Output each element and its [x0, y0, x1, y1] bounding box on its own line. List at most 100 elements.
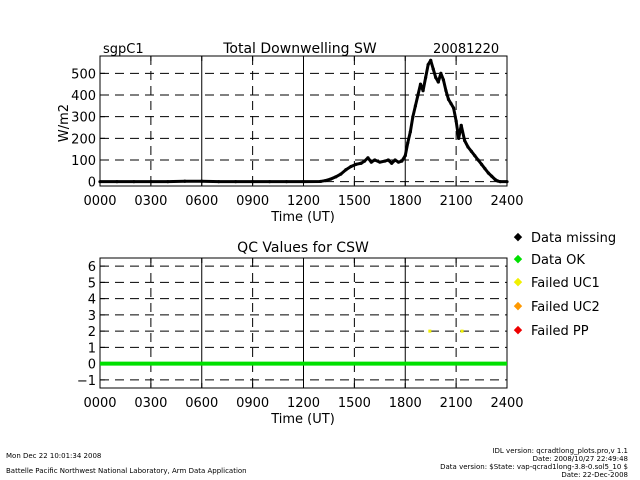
- sw-data-point: [431, 67, 435, 71]
- bottom-y-tick-label: 3: [88, 309, 96, 324]
- sw-data-point: [466, 145, 470, 149]
- bottom-x-tick-label: 1800: [389, 396, 422, 411]
- top-y-axis-label: W/m2: [57, 104, 72, 142]
- sw-data-point: [413, 104, 418, 108]
- sw-data-point: [267, 180, 272, 184]
- bottom-x-tick-label: 1200: [287, 396, 320, 411]
- legend-marker-data-missing: ◆: [514, 230, 523, 243]
- bottom-chart-panel: 0000 0300 0600 0900 1200 1500 1800 2100 2400 −10 1…: [77, 257, 524, 411]
- sw-data-point: [378, 160, 382, 164]
- legend-marker-failed-uc2: ◆: [514, 299, 523, 312]
- sw-data-point: [476, 158, 480, 162]
- sw-data-point: [406, 141, 410, 145]
- sw-data-point: [444, 89, 448, 93]
- sw-data-point: [132, 180, 136, 184]
- sw-data-point: [439, 71, 443, 75]
- top-x-axis-label: Time (UT): [270, 210, 335, 225]
- top-y-tick-label: 500: [71, 67, 96, 82]
- legend: ◆ Data missing ◆ Data OK ◆ Failed UC1 ◆ …: [514, 230, 616, 339]
- sw-data-point: [490, 174, 494, 178]
- bottom-y-tick-label: 1: [88, 341, 96, 356]
- sw-data-point: [234, 180, 238, 184]
- legend-marker-failed-pp: ◆: [514, 323, 523, 336]
- sw-data-point: [393, 158, 397, 162]
- top-chart-panel: 0000 0300 0600 0900 1200 1500 1800 2100 2400 0 100…: [71, 55, 524, 209]
- legend-item-failed-uc1: ◆ Failed UC1: [514, 275, 600, 291]
- data-version-text: Data version: $State: vap-qcrad1long-3.8…: [440, 463, 628, 471]
- top-x-tick-label: 0000: [83, 194, 116, 209]
- top-y-tick-label: 200: [71, 132, 96, 147]
- idl-version-text: IDL version: qcradtlong_plots.pro,v 1.1: [492, 447, 628, 455]
- sw-data-point: [449, 102, 453, 106]
- legend-label-data-ok: Data OK: [531, 253, 585, 268]
- bottom-y-tick-label: 2: [88, 325, 96, 340]
- legend-item-data-ok: ◆ Data OK: [514, 252, 586, 268]
- bottom-x-tick-label: 2100: [440, 396, 473, 411]
- date-label: 20081220: [433, 42, 499, 57]
- sw-data-point: [496, 179, 500, 183]
- sw-data-point: [426, 63, 430, 67]
- sw-data-point: [498, 180, 502, 184]
- sw-data-point: [383, 159, 387, 163]
- top-x-tick-label: 0900: [236, 194, 269, 209]
- sw-data-point: [349, 164, 353, 169]
- sw-data-point: [373, 158, 377, 162]
- legend-marker-data-ok: ◆: [514, 252, 523, 265]
- qc-flag-point: [460, 329, 464, 333]
- sw-data-point: [369, 160, 373, 164]
- top-y-tick-label: 0: [88, 176, 96, 191]
- sw-data-point: [436, 80, 440, 84]
- sw-data-point: [486, 171, 490, 175]
- top-y-tick-label: 300: [71, 111, 96, 126]
- bottom-x-tick-label: 0000: [83, 396, 116, 411]
- sw-data-point: [329, 177, 333, 181]
- data-date-text: Date: 22-Dec-2008: [561, 471, 628, 479]
- bottom-y-tick-label: 5: [88, 276, 96, 291]
- sw-data-point: [429, 58, 433, 62]
- sw-data-point: [469, 149, 473, 153]
- sw-data-point: [98, 180, 102, 184]
- sw-data-point: [400, 159, 404, 163]
- sw-data-point: [473, 154, 477, 158]
- sw-data-point: [318, 179, 323, 184]
- sw-data-point: [386, 158, 390, 162]
- sw-data-point: [390, 161, 394, 165]
- sw-data-point: [424, 76, 428, 80]
- sw-data-point: [362, 159, 367, 163]
- top-x-tick-label: 0300: [134, 194, 167, 209]
- legend-label-data-missing: Data missing: [531, 231, 616, 246]
- sw-data-point: [115, 180, 119, 184]
- sw-data-point: [408, 130, 412, 134]
- top-x-tick-label: 2400: [490, 194, 523, 209]
- site-label: sgpC1: [103, 42, 144, 57]
- sw-data-point: [454, 119, 458, 123]
- top-x-tick-label: 1500: [338, 194, 371, 209]
- legend-label-failed-uc2: Failed UC2: [531, 300, 600, 315]
- sw-data-point: [463, 138, 467, 143]
- sw-data-point: [334, 175, 338, 179]
- sw-data-point: [301, 180, 306, 184]
- legend-label-failed-pp: Failed PP: [531, 324, 589, 339]
- bottom-x-axis-label: Time (UT): [270, 412, 335, 427]
- bottom-x-tick-label: 2400: [490, 396, 523, 411]
- bottom-x-tick-label: 0600: [185, 396, 218, 411]
- legend-item-failed-uc2: ◆ Failed UC2: [514, 299, 600, 315]
- legend-label-failed-uc1: Failed UC1: [531, 276, 600, 291]
- bottom-x-tick-label: 1500: [338, 396, 371, 411]
- sw-data-point: [434, 76, 438, 80]
- top-x-tick-label: 1800: [389, 194, 422, 209]
- sw-data-point: [505, 180, 509, 184]
- sw-data-point: [344, 168, 348, 172]
- legend-item-data-missing: ◆ Data missing: [514, 230, 616, 246]
- sw-data-point: [339, 172, 343, 176]
- sw-data-point: [418, 82, 423, 86]
- sw-data-point: [459, 123, 463, 127]
- top-x-tick-label: 2100: [440, 194, 473, 209]
- top-x-tick-label: 1200: [287, 194, 320, 209]
- bottom-x-tick-label: 0300: [134, 396, 167, 411]
- sw-data-point: [359, 161, 363, 165]
- sw-data-point: [217, 180, 221, 184]
- bottom-y-tick-label: 4: [88, 293, 96, 308]
- bottom-y-tick-label: −1: [77, 374, 96, 389]
